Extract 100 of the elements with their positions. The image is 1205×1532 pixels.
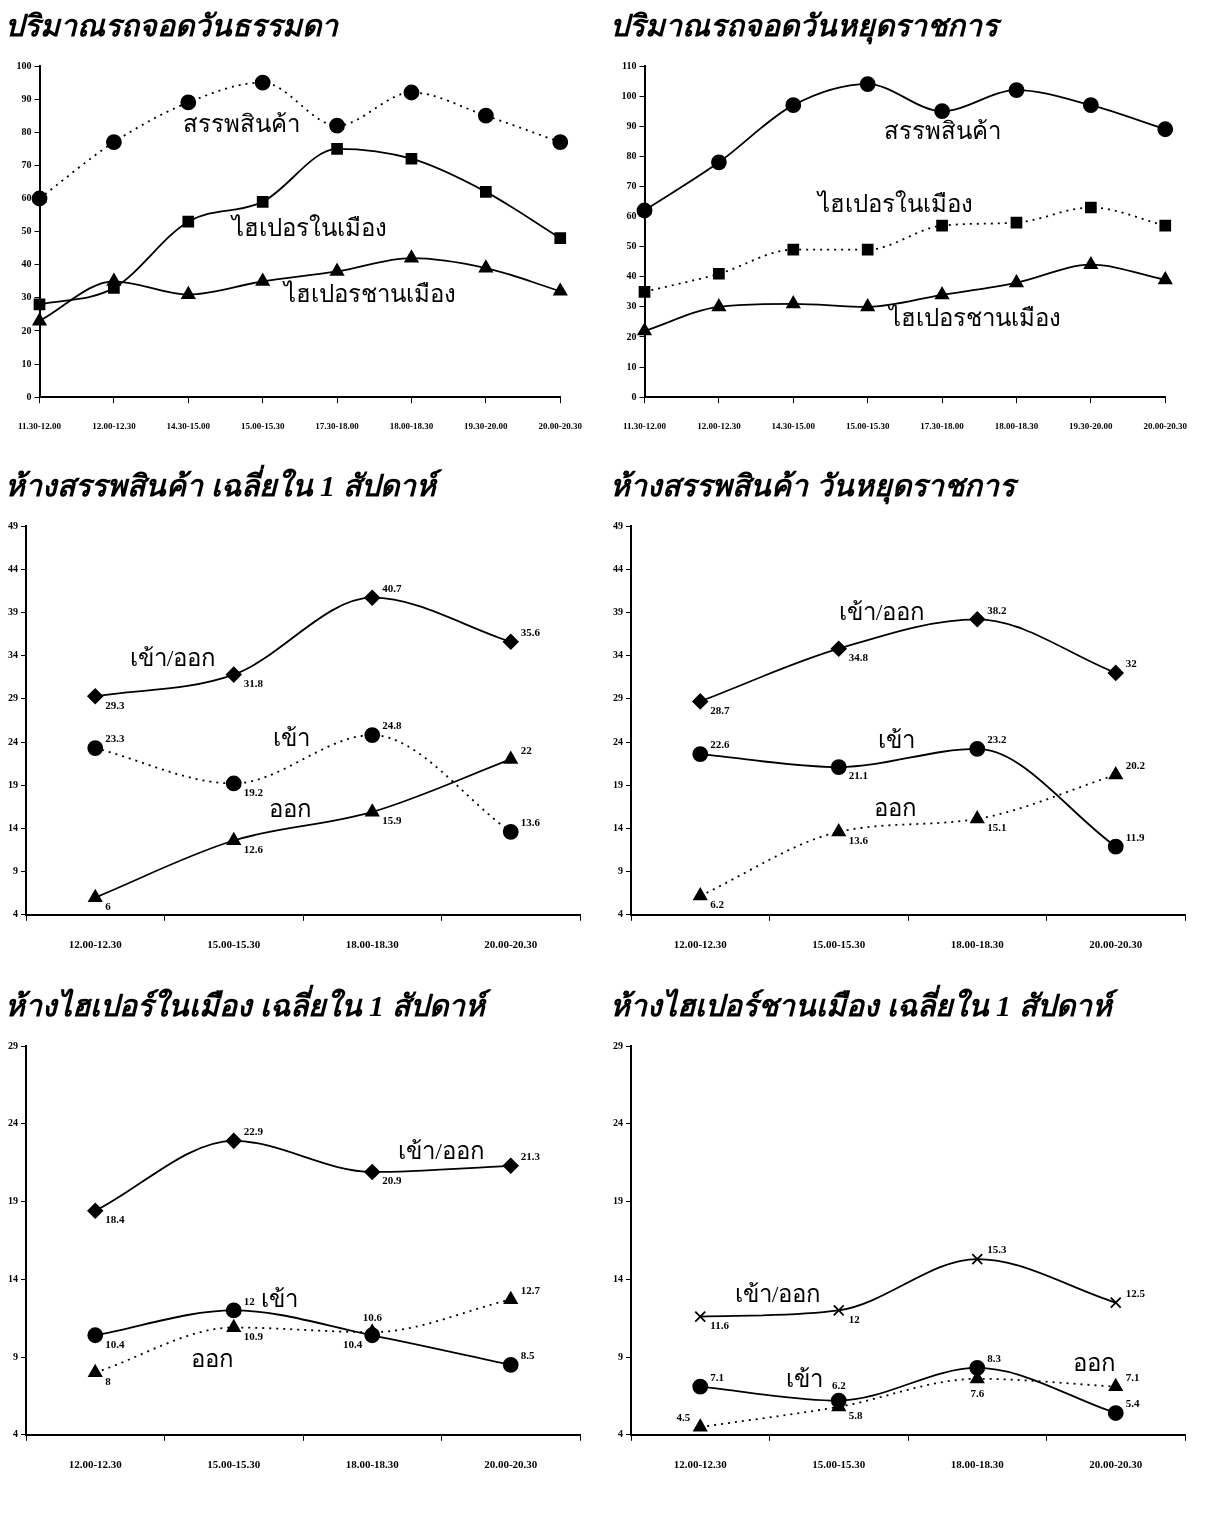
data-label: 7.6: [970, 1387, 985, 1400]
x-tick-label: 19.30-20.00: [1069, 420, 1114, 431]
y-tick-label: 44: [8, 562, 18, 574]
y-tick-label: 90: [626, 119, 637, 131]
data-label: 12.5: [1125, 1286, 1146, 1299]
data-label: 12: [848, 1312, 861, 1325]
series-label: ออก: [873, 794, 917, 821]
data-label: 5.8: [848, 1409, 863, 1422]
x-tick-label: 15.00-15.30: [240, 420, 285, 431]
x-tick-label: 12.00-12.30: [92, 420, 137, 431]
x-tick-label: 18.00-18.30: [950, 1458, 1005, 1471]
series-label: ไฮเปอรชานเมือง: [282, 280, 457, 308]
x-tick-label: 15.00-15.30: [845, 420, 890, 431]
x-tick-label: 12.00-12.30: [673, 1458, 728, 1471]
data-label: 34.8: [848, 651, 869, 664]
y-tick-label: 14: [613, 1272, 623, 1284]
x-tick-label: 18.00-18.30: [950, 938, 1005, 951]
y-tick-label: 29: [8, 1039, 18, 1051]
data-label: 22.6: [710, 738, 730, 751]
data-label: 12.6: [243, 842, 264, 855]
y-tick-label: 14: [8, 1272, 18, 1284]
y-tick-label: 100: [16, 59, 32, 71]
data-label: 21.1: [848, 769, 868, 782]
y-tick-label: 19: [8, 778, 18, 790]
y-tick-label: 30: [626, 300, 637, 312]
y-tick-label: 29: [8, 692, 18, 704]
data-label: 8: [105, 1374, 112, 1387]
data-label: 7.1: [710, 1370, 724, 1383]
data-label: 15.1: [987, 821, 1007, 834]
data-label: 12.7: [520, 1283, 541, 1296]
data-label: 11.6: [710, 1318, 730, 1331]
y-tick-label: 19: [613, 778, 623, 790]
series-label: สรรพสินค้า: [883, 118, 1001, 145]
x-tick-label: 20.00-20.30: [1089, 1458, 1143, 1471]
y-tick-label: 80: [626, 149, 637, 161]
y-tick-label: 110: [622, 59, 637, 71]
data-label: 6.2: [710, 898, 725, 911]
y-tick-label: 80: [21, 125, 32, 137]
x-tick-label: 14.30-15.00: [166, 420, 211, 431]
y-tick-label: 70: [626, 180, 637, 192]
series-label: ไฮเปอรชานเมือง: [887, 304, 1062, 332]
data-label: 22.9: [243, 1125, 264, 1138]
y-tick-label: 34: [8, 649, 18, 661]
series-label: สรรพสินค้า: [183, 110, 301, 137]
x-tick-label: 12.00-12.30: [68, 1458, 123, 1471]
y-tick-label: 4: [13, 908, 18, 920]
x-tick-label: 15.00-15.30: [812, 938, 866, 951]
y-tick-label: 10: [21, 357, 32, 369]
y-tick-label: 40: [626, 270, 637, 282]
y-tick-label: 44: [613, 562, 623, 574]
chart-title: ปริมาณรถจอดวันธรรมดา: [5, 8, 339, 42]
x-tick-label: 18.00-18.30: [345, 938, 400, 951]
y-tick-label: 49: [8, 519, 18, 531]
data-label: 35.6: [520, 626, 541, 639]
data-label: 19.2: [243, 785, 264, 798]
y-tick-label: 4: [618, 908, 623, 920]
y-tick-label: 4: [13, 1428, 18, 1440]
chart-title: ห้างไฮเปอร์ในเมือง เฉลี่ยใน 1 สัปดาห์: [5, 983, 492, 1022]
y-tick-label: 4: [618, 1428, 623, 1440]
y-tick-label: 39: [8, 605, 18, 617]
y-tick-label: 24: [613, 735, 623, 747]
y-tick-label: 29: [613, 1039, 623, 1051]
data-label: 8.5: [520, 1349, 535, 1362]
y-tick-label: 19: [8, 1195, 18, 1207]
y-tick-label: 9: [13, 865, 18, 877]
y-tick-label: 100: [621, 89, 637, 101]
y-tick-label: 30: [21, 291, 32, 303]
y-tick-label: 19: [613, 1195, 623, 1207]
data-label: 15.3: [987, 1243, 1007, 1256]
y-tick-label: 50: [626, 240, 637, 252]
y-tick-label: 70: [21, 158, 32, 170]
y-tick-label: 34: [613, 649, 623, 661]
data-label: 40.7: [382, 582, 402, 595]
x-tick-label: 11.30-12.00: [622, 420, 667, 431]
y-tick-label: 14: [8, 821, 18, 833]
x-tick-label: 20.00-20.30: [1143, 420, 1188, 431]
data-label: 5.4: [1125, 1397, 1140, 1410]
data-label: 6.2: [831, 1378, 847, 1391]
x-tick-label: 15.00-15.30: [207, 1458, 261, 1471]
x-tick-label: 17.30-18.00: [920, 420, 965, 431]
series-label: เข้า/ออก: [734, 1281, 822, 1308]
data-label: 8.3: [987, 1352, 1002, 1365]
y-tick-label: 9: [618, 1350, 623, 1362]
x-tick-label: 20.00-20.30: [538, 420, 583, 431]
y-tick-label: 39: [613, 605, 623, 617]
x-tick-label: 12.00-12.30: [673, 938, 728, 951]
series-label: เข้า: [273, 724, 311, 751]
series-label: ออก: [268, 795, 312, 822]
data-label: 4.5: [676, 1411, 691, 1424]
series-label: เข้า: [785, 1366, 823, 1393]
data-label: 32: [1125, 657, 1138, 670]
data-label: 28.7: [710, 703, 730, 716]
data-label: 10.4: [105, 1337, 125, 1350]
x-tick-label: 12.00-12.30: [697, 420, 742, 431]
y-tick-label: 24: [613, 1117, 623, 1129]
data-label: 20.9: [382, 1174, 402, 1187]
chart-title: ปริมาณรถจอดวันหยุดราชการ: [610, 8, 1003, 45]
data-label: 11.9: [1125, 830, 1145, 843]
series-label: เข้า/ออก: [129, 645, 217, 672]
y-tick-label: 24: [8, 735, 18, 747]
